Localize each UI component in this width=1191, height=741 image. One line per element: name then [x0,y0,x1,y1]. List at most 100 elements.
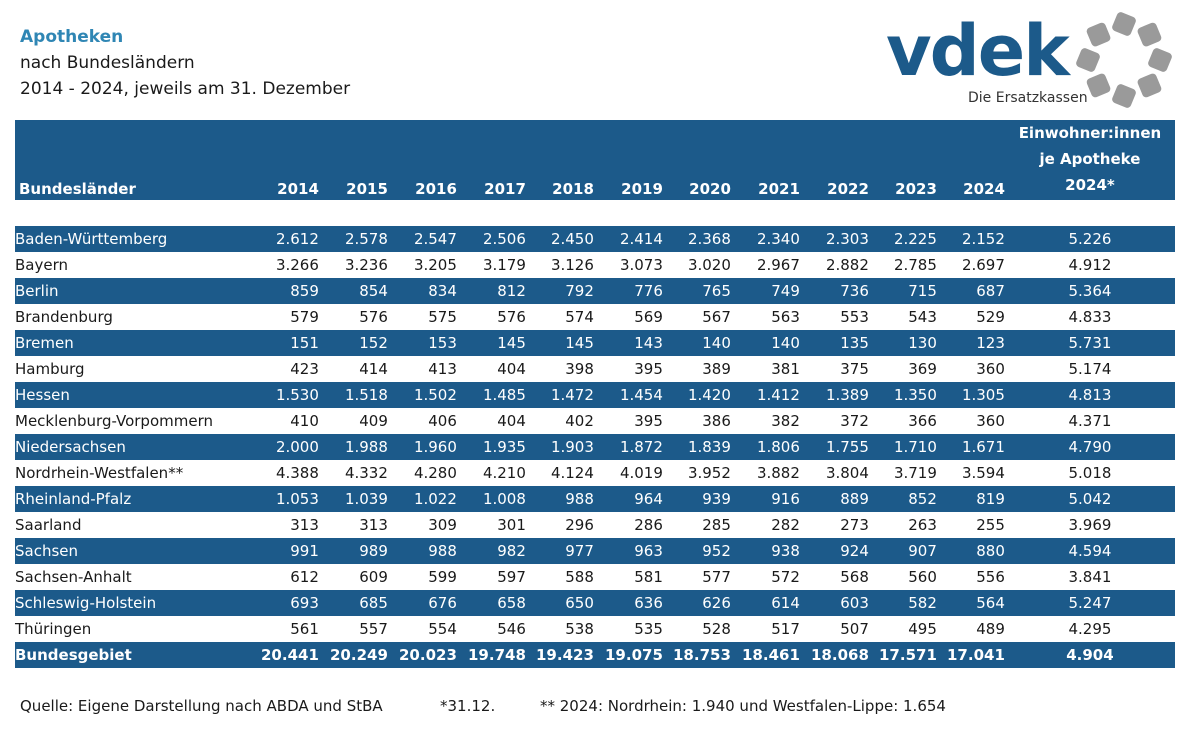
row-name: Bundesgebiet [15,646,132,664]
row-value: 1.420 [687,386,731,404]
row-value: 582 [908,594,937,612]
row-value: 410 [290,412,319,430]
row-value: 1.988 [344,438,388,456]
row-einwohner: 3.969 [1068,516,1112,534]
row-value: 406 [428,412,457,430]
table-total-row: Bundesgebiet 20.441 20.249 20.023 19.748 19.4… [15,642,1175,668]
row-einwohner: 5.731 [1068,334,1112,352]
logo-ring-segment [1112,84,1136,108]
row-name: Niedersachsen [15,438,126,456]
row-value: 812 [497,282,526,300]
row-value: 4.019 [619,464,663,482]
row-value: 2.697 [961,256,1005,274]
row-value: 2.225 [893,230,937,248]
row-value: 854 [359,282,388,300]
row-value: 489 [976,620,1005,638]
row-value: 151 [290,334,319,352]
row-value: 3.952 [687,464,731,482]
row-value: 20.249 [330,646,388,664]
table-row: Brandenburg 579 576 575 576 574 569 567 563 553 54… [15,304,1175,330]
row-value: 907 [908,542,937,560]
row-name: Bremen [15,334,74,352]
row-value: 546 [497,620,526,638]
row-value: 2.152 [961,230,1005,248]
row-value: 145 [497,334,526,352]
row-value: 285 [702,516,731,534]
row-value: 556 [976,568,1005,586]
row-name: Mecklenburg-Vorpommern [15,412,213,430]
row-einwohner: 4.594 [1068,542,1112,560]
row-einwohner: 4.371 [1068,412,1112,430]
row-name: Hamburg [15,360,85,378]
row-value: 3.594 [961,464,1005,482]
header-year: 2017 [484,180,526,198]
row-value: 561 [290,620,319,638]
row-value: 282 [771,516,800,534]
row-value: 123 [976,334,1005,352]
row-value: 2.368 [687,230,731,248]
table-spacer [15,200,1175,226]
row-value: 3.179 [482,256,526,274]
logo-ring-segment [1086,22,1111,47]
row-value: 1.806 [756,438,800,456]
footnote-double-star: ** 2024: Nordrhein: 1.940 und Westfalen-… [540,697,946,715]
row-value: 273 [840,516,869,534]
row-value: 685 [359,594,388,612]
row-value: 409 [359,412,388,430]
row-value: 880 [976,542,1005,560]
row-value: 1.485 [482,386,526,404]
page-title: Apotheken [20,27,124,47]
row-value: 543 [908,308,937,326]
row-value: 991 [290,542,319,560]
row-value: 1.039 [344,490,388,508]
row-value: 20.023 [399,646,457,664]
row-value: 3.073 [619,256,663,274]
row-value: 963 [634,542,663,560]
row-value: 19.423 [536,646,594,664]
row-value: 3.719 [893,464,937,482]
row-value: 3.126 [550,256,594,274]
row-value: 1.755 [825,438,869,456]
row-value: 1.960 [413,438,457,456]
row-value: 535 [634,620,663,638]
row-value: 938 [771,542,800,560]
row-value: 152 [359,334,388,352]
row-value: 776 [634,282,663,300]
row-value: 140 [702,334,731,352]
row-value: 3.236 [344,256,388,274]
row-value: 17.041 [947,646,1005,664]
header-year: 2018 [552,180,594,198]
row-value: 517 [771,620,800,638]
row-value: 2.785 [893,256,937,274]
row-value: 572 [771,568,800,586]
row-value: 568 [840,568,869,586]
row-value: 569 [634,308,663,326]
row-value: 404 [497,412,526,430]
header-einwohner-line1: Einwohner:innen [1018,124,1162,142]
row-value: 574 [565,308,594,326]
row-value: 375 [840,360,869,378]
header-year: 2022 [827,180,869,198]
header-einwohner-line3: 2024* [1065,176,1115,194]
pharmacy-table: Bundesländer 2014 2015 2016 2017 2018 20… [15,120,1175,668]
row-value: 3.020 [687,256,731,274]
header-year: 2014 [277,180,319,198]
row-value: 1.350 [893,386,937,404]
row-value: 2.578 [344,230,388,248]
row-value: 386 [702,412,731,430]
row-einwohner: 5.247 [1068,594,1112,612]
row-value: 369 [908,360,937,378]
header-year: 2020 [689,180,731,198]
row-value: 313 [359,516,388,534]
table-header-row: Bundesländer 2014 2015 2016 2017 2018 20… [15,120,1175,200]
row-value: 19.075 [605,646,663,664]
table-row: Hessen 1.530 1.518 1.502 1.485 1.472 1.454 1.42… [15,382,1175,408]
row-value: 1.671 [961,438,1005,456]
row-value: 1.518 [344,386,388,404]
logo-ring-segment [1137,73,1162,98]
row-value: 1.053 [275,490,319,508]
row-value: 964 [634,490,663,508]
row-value: 402 [565,412,594,430]
row-value: 1.008 [482,490,526,508]
logo-ring-segment [1086,73,1111,98]
